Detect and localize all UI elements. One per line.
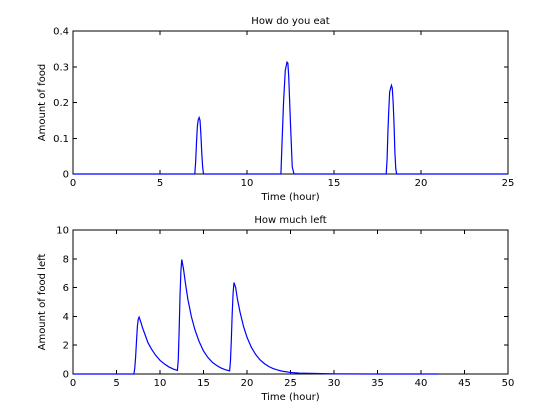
y-axis-label: Amount of food xyxy=(37,64,48,141)
x-tick-label: 15 xyxy=(197,378,210,389)
y-tick-label: 0.4 xyxy=(53,27,69,38)
y-tick-label: 10 xyxy=(56,226,69,237)
x-tick-label: 10 xyxy=(241,178,254,189)
x-axis-label: Time (hour) xyxy=(260,192,319,203)
y-tick-label: 6 xyxy=(63,283,69,294)
x-axis-label: Time (hour) xyxy=(260,392,319,403)
y-axis-label: Amount of food left xyxy=(37,254,48,351)
series-line xyxy=(73,259,439,375)
y-tick-label: 0.1 xyxy=(53,134,69,145)
x-tick-label: 40 xyxy=(415,378,428,389)
y-tick-label: 4 xyxy=(63,312,69,323)
chart-bottom: How much left 0 5 10 15 20 25 30 35 40 45 50 0 2 4 6 8… xyxy=(37,215,514,403)
chart-top: How do you eat 0 5 10 15 20 25 00.10.20.30.4 … xyxy=(37,16,514,203)
x-tick-label: 5 xyxy=(113,378,119,389)
x-tick-label: 20 xyxy=(241,378,254,389)
chart-title: How do you eat xyxy=(251,16,329,27)
x-tick-label: 0 xyxy=(70,378,76,389)
y-tick-label: 0.3 xyxy=(53,62,69,73)
x-tick-label: 0 xyxy=(70,178,76,189)
x-ticks-top: 0 5 10 15 20 25 xyxy=(70,31,515,189)
x-tick-label: 50 xyxy=(502,378,515,389)
x-ticks-bottom: 0 5 10 15 20 25 30 35 40 45 50 xyxy=(70,230,515,389)
plot-area-bottom xyxy=(73,230,508,374)
series-line xyxy=(73,60,508,175)
y-tick-label: 8 xyxy=(63,254,69,265)
y-tick-label: 0.2 xyxy=(53,98,69,109)
x-tick-label: 45 xyxy=(458,378,471,389)
x-tick-label: 25 xyxy=(502,178,515,189)
y-tick-label: 0 xyxy=(63,170,69,181)
chart-title: How much left xyxy=(254,215,326,226)
y-tick-label: 0 xyxy=(63,370,69,381)
plot-area-top xyxy=(73,31,508,174)
x-tick-label: 30 xyxy=(328,378,341,389)
x-tick-label: 10 xyxy=(154,378,167,389)
x-tick-label: 15 xyxy=(328,178,341,189)
y-ticks-bottom: 0 2 4 6 8 10 xyxy=(56,226,508,381)
x-tick-label: 25 xyxy=(284,378,297,389)
x-tick-label: 20 xyxy=(415,178,428,189)
x-tick-label: 35 xyxy=(371,378,384,389)
y-tick-label: 2 xyxy=(63,341,69,352)
x-tick-label: 5 xyxy=(157,178,163,189)
